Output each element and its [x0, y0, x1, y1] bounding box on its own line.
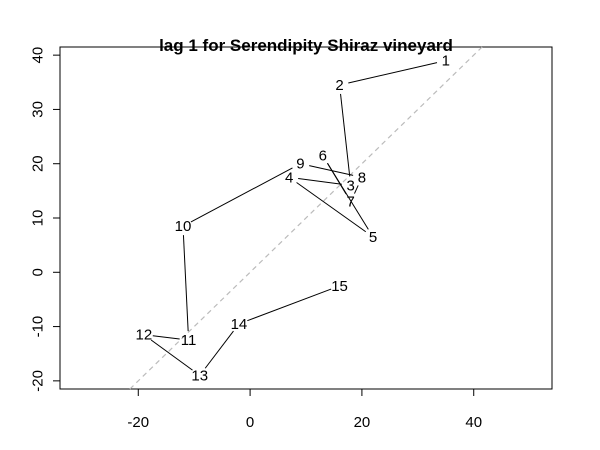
series-segment: [340, 93, 351, 177]
point-label: 5: [369, 229, 377, 246]
y-tick-label: 0: [30, 268, 47, 276]
point-label: 9: [296, 156, 304, 173]
point-label: 8: [358, 169, 366, 186]
series-segment: [296, 182, 367, 233]
series-line-layer: [150, 62, 438, 371]
series-segment: [150, 339, 193, 371]
x-axis: -20 0 20 40: [127, 388, 482, 431]
y-tick-label: -10: [30, 316, 47, 338]
point-label: 12: [136, 327, 153, 344]
x-tick-label: -20: [127, 414, 149, 431]
x-tick-label: 20: [354, 414, 371, 431]
series-segment: [353, 185, 359, 194]
series-segment: [309, 165, 354, 176]
y-tick-label: 30: [30, 101, 47, 118]
series-segment: [190, 167, 293, 223]
reference-line-layer: [129, 46, 483, 390]
series-segment: [327, 163, 347, 195]
x-tick-label: 0: [246, 414, 254, 431]
series-segment: [182, 235, 189, 332]
y-tick-label: 40: [30, 47, 47, 64]
reference-diagonal-line: [129, 46, 483, 390]
series-segment: [298, 177, 342, 185]
y-axis: -20 -10 0 10 20 30 40: [30, 47, 61, 392]
point-label: 11: [181, 332, 197, 349]
point-label: 2: [335, 77, 343, 94]
series-segment: [247, 288, 332, 322]
point-label: 14: [231, 316, 248, 333]
series-segment: [204, 330, 234, 369]
series-segment: [348, 62, 438, 84]
y-tick-label: 10: [30, 210, 47, 227]
y-tick-label: 20: [30, 155, 47, 172]
point-label: 13: [191, 367, 208, 384]
point-label: 15: [331, 278, 348, 295]
point-label: 1: [442, 53, 450, 70]
y-tick-label: -20: [30, 370, 47, 392]
series-segment: [152, 335, 180, 340]
point-label: 10: [175, 218, 192, 235]
x-tick-label: 40: [465, 414, 482, 431]
chart-title: lag 1 for Serendipity Shiraz vineyard: [159, 36, 453, 55]
point-label: 4: [285, 169, 293, 186]
point-label: 7: [347, 194, 355, 211]
point-label: 6: [319, 148, 327, 165]
point-label: 3: [347, 177, 355, 194]
